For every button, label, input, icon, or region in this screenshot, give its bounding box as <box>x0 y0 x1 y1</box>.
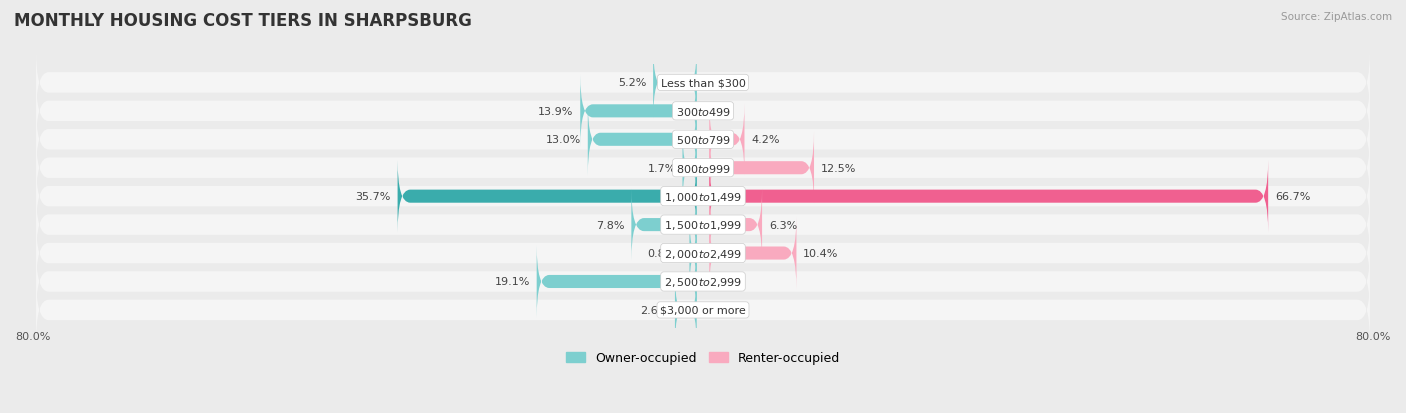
Text: $1,000 to $1,499: $1,000 to $1,499 <box>664 190 742 203</box>
Legend: Owner-occupied, Renter-occupied: Owner-occupied, Renter-occupied <box>567 351 839 365</box>
FancyBboxPatch shape <box>709 161 1268 233</box>
FancyBboxPatch shape <box>37 221 1369 286</box>
Text: Source: ZipAtlas.com: Source: ZipAtlas.com <box>1281 12 1392 22</box>
FancyBboxPatch shape <box>709 189 762 261</box>
Text: 19.1%: 19.1% <box>495 277 530 287</box>
FancyBboxPatch shape <box>709 132 814 204</box>
FancyBboxPatch shape <box>588 104 697 176</box>
Text: MONTHLY HOUSING COST TIERS IN SHARPSBURG: MONTHLY HOUSING COST TIERS IN SHARPSBURG <box>14 12 472 30</box>
Text: 13.0%: 13.0% <box>546 135 581 145</box>
FancyBboxPatch shape <box>37 108 1369 172</box>
Text: 35.7%: 35.7% <box>356 192 391 202</box>
FancyBboxPatch shape <box>709 217 796 290</box>
FancyBboxPatch shape <box>537 246 697 318</box>
FancyBboxPatch shape <box>37 249 1369 314</box>
Text: 5.2%: 5.2% <box>619 78 647 88</box>
Text: $2,000 to $2,499: $2,000 to $2,499 <box>664 247 742 260</box>
Text: 0.87%: 0.87% <box>647 249 683 259</box>
FancyBboxPatch shape <box>37 164 1369 229</box>
Text: Less than $300: Less than $300 <box>661 78 745 88</box>
Text: 12.5%: 12.5% <box>821 163 856 173</box>
Text: $2,500 to $2,999: $2,500 to $2,999 <box>664 275 742 288</box>
FancyBboxPatch shape <box>398 161 697 233</box>
Text: $800 to $999: $800 to $999 <box>675 162 731 174</box>
Text: 66.7%: 66.7% <box>1275 192 1310 202</box>
Text: 7.8%: 7.8% <box>596 220 624 230</box>
Text: 10.4%: 10.4% <box>803 249 838 259</box>
FancyBboxPatch shape <box>675 274 697 346</box>
FancyBboxPatch shape <box>581 76 697 147</box>
Text: $3,000 or more: $3,000 or more <box>661 305 745 315</box>
Text: $1,500 to $1,999: $1,500 to $1,999 <box>664 218 742 232</box>
Text: $300 to $499: $300 to $499 <box>675 106 731 118</box>
FancyBboxPatch shape <box>37 193 1369 257</box>
FancyBboxPatch shape <box>37 51 1369 116</box>
FancyBboxPatch shape <box>631 189 697 261</box>
FancyBboxPatch shape <box>37 79 1369 144</box>
FancyBboxPatch shape <box>37 278 1369 342</box>
Text: $500 to $799: $500 to $799 <box>675 134 731 146</box>
FancyBboxPatch shape <box>682 132 697 204</box>
FancyBboxPatch shape <box>654 47 697 119</box>
Text: 1.7%: 1.7% <box>647 163 676 173</box>
Text: 4.2%: 4.2% <box>751 135 780 145</box>
FancyBboxPatch shape <box>709 104 744 176</box>
Text: 2.6%: 2.6% <box>640 305 668 315</box>
FancyBboxPatch shape <box>685 217 702 290</box>
Text: 6.3%: 6.3% <box>769 220 797 230</box>
Text: 13.9%: 13.9% <box>538 107 574 116</box>
FancyBboxPatch shape <box>37 136 1369 201</box>
